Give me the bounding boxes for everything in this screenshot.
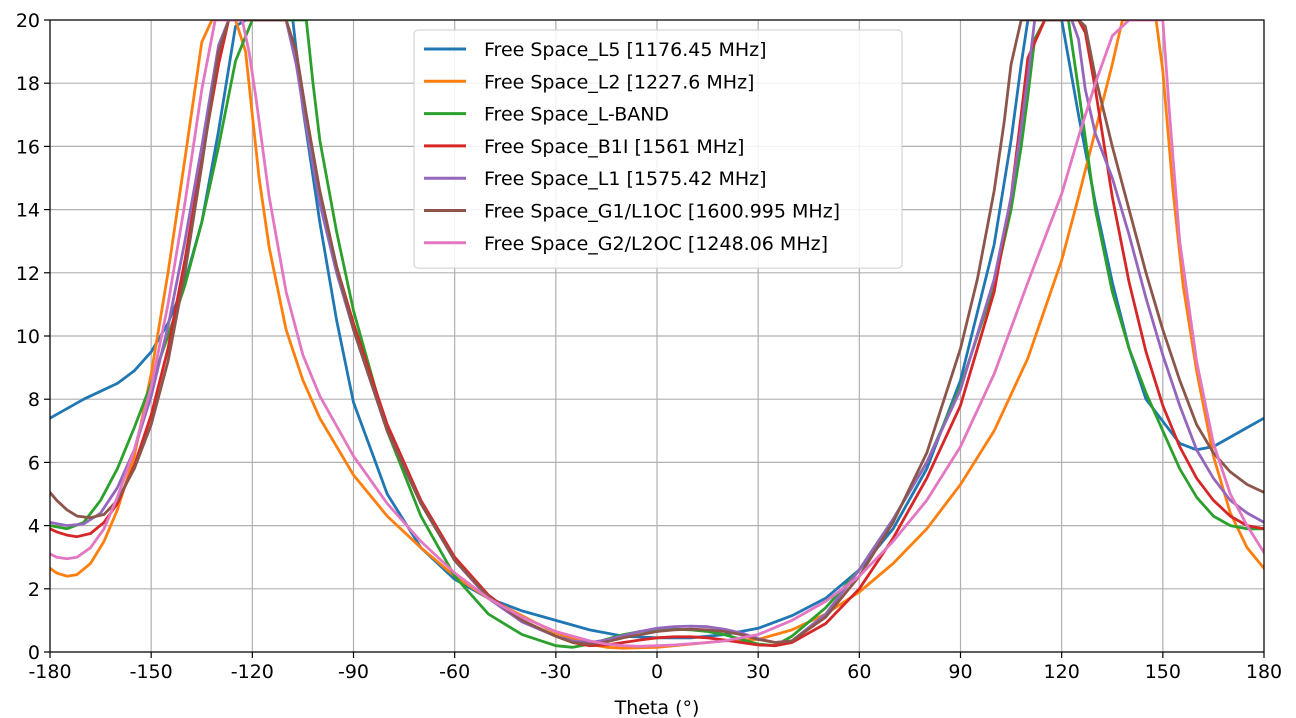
legend-label: Free Space_G2/L2OC [1248.06 MHz]: [484, 233, 828, 255]
x-tick-label: -60: [439, 661, 470, 683]
x-tick-label: 90: [948, 661, 972, 683]
legend-label: Free Space_G1/L1OC [1600.995 MHz]: [484, 201, 840, 223]
legend-entry: Free Space_L-BAND: [424, 104, 669, 126]
x-tick-label: 60: [847, 661, 871, 683]
x-tick-label: 30: [746, 661, 770, 683]
legend-entry: Free Space_L2 [1227.6 MHz]: [424, 71, 754, 93]
legend-entry: Free Space_G2/L2OC [1248.06 MHz]: [424, 233, 828, 255]
x-tick-label: 0: [651, 661, 663, 683]
legend-label: Free Space_L5 [1176.45 MHz]: [484, 39, 767, 61]
legend-entry: Free Space_G1/L1OC [1600.995 MHz]: [424, 201, 840, 223]
y-tick-label: 12: [16, 263, 40, 285]
y-tick-label: 18: [16, 73, 40, 95]
legend-entry: Free Space_L5 [1176.45 MHz]: [424, 39, 767, 61]
legend-box: [413, 29, 903, 269]
x-tick-label: -150: [130, 661, 173, 683]
series-line-5: [50, 20, 1264, 644]
y-tick-label: 14: [16, 200, 40, 222]
y-tick-label: 10: [16, 326, 40, 348]
x-tick-label: 180: [1246, 661, 1282, 683]
x-axis-ticks: -180 -150 -120 -90 -60 -30 0 30 60 90 120 150 180: [28, 652, 1282, 683]
x-tick-label: -180: [28, 661, 71, 683]
series-line-6: [50, 20, 1264, 646]
x-tick-label: -120: [231, 661, 274, 683]
series-line-7: [50, 20, 1264, 648]
legend-entry: Free Space_B1I [1561 MHz]: [424, 136, 744, 158]
legend-entry: Free Space_L1 [1575.42 MHz]: [424, 168, 767, 190]
x-tick-label: -30: [540, 661, 571, 683]
y-tick-label: 8: [28, 389, 40, 411]
series-line-2: [50, 20, 1264, 650]
legend-label: Free Space_L-BAND: [484, 104, 669, 126]
legend: Free Space_L5 [1176.45 MHz] Free Space_L2…: [413, 29, 903, 269]
y-tick-label: 16: [16, 136, 40, 158]
x-tick-label: -90: [338, 661, 369, 683]
series-lines: [50, 20, 1264, 650]
y-tick-label: 20: [16, 10, 40, 32]
y-tick-label: 2: [28, 579, 40, 601]
legend-label: Free Space_B1I [1561 MHz]: [484, 136, 744, 158]
y-tick-label: 0: [28, 642, 40, 664]
legend-label: Free Space_L1 [1575.42 MHz]: [484, 168, 767, 190]
x-tick-label: 150: [1145, 661, 1181, 683]
x-tick-label: 120: [1044, 661, 1080, 683]
x-axis-title: Theta (°): [614, 697, 700, 718]
legend-label: Free Space_L2 [1227.6 MHz]: [484, 71, 754, 93]
y-tick-label: 4: [28, 516, 40, 538]
y-axis-ticks: 0 2 4 6 8 10 12 14 16 18 20: [16, 10, 50, 664]
y-tick-label: 6: [28, 452, 40, 474]
